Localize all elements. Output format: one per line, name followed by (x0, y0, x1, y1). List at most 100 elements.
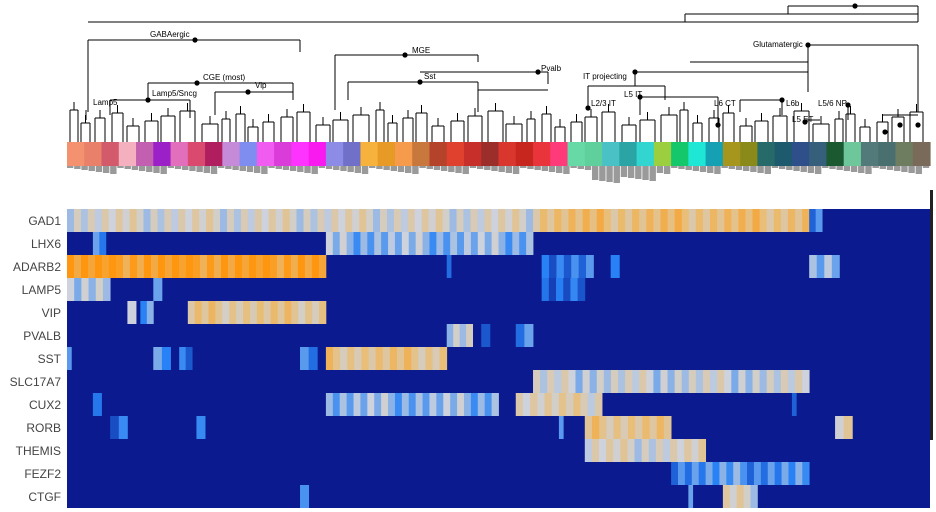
heatmap-cell (150, 209, 158, 232)
cell-count-bar (915, 166, 923, 174)
heatmap-cell (379, 209, 388, 232)
heatmap-cell (558, 416, 564, 439)
heatmap-cell (663, 416, 672, 439)
color-bar-segment (705, 142, 724, 166)
heatmap-cell (346, 393, 354, 416)
heatmap-cell (729, 485, 738, 508)
heatmap-cell (425, 347, 433, 370)
cell-count-bar (311, 166, 318, 174)
color-bar-segment (826, 142, 845, 166)
cell-count-bar (239, 166, 246, 171)
color-bar-segment (481, 142, 500, 166)
heatmap-cell (740, 462, 748, 485)
heatmap-cell (691, 439, 699, 462)
heatmap-cell (540, 209, 548, 232)
heatmap-cell (136, 255, 145, 278)
dendrogram-label: MGE (412, 46, 430, 55)
heatmap-cell (505, 232, 513, 255)
heatmap-cell (484, 232, 492, 255)
heatmap-cell (620, 416, 629, 439)
heatmap-cell (767, 462, 776, 485)
cell-count-bar (685, 166, 692, 170)
gene-label: LHX6 (31, 237, 61, 251)
heatmap-cell (463, 209, 471, 232)
heatmap-cell (449, 209, 457, 232)
heatmap-cell (743, 485, 751, 508)
heatmap-cell (551, 393, 560, 416)
heatmap-cell (515, 393, 524, 416)
cell-count-bar (606, 166, 613, 182)
heatmap-cell (171, 209, 179, 232)
cell-count-bar (850, 166, 858, 172)
heatmap-cell (325, 393, 334, 416)
heatmap-cell (809, 255, 818, 278)
heatmap-cell (587, 393, 596, 416)
heatmap-cell (361, 347, 369, 370)
cell-count-bar (872, 166, 879, 168)
heatmap-cell (632, 209, 640, 232)
cell-count-bar (218, 166, 225, 168)
heatmap-cell (67, 209, 75, 232)
dendrogram-label: Glutamatergic (753, 40, 803, 49)
heatmap-cell (561, 209, 569, 232)
gene-label: CTGF (28, 490, 61, 504)
heatmap-cell (305, 301, 313, 324)
heatmap-cell (192, 209, 200, 232)
heatmap-cell (222, 301, 230, 324)
heatmap-cell (533, 209, 541, 232)
heatmap-cell (325, 232, 334, 255)
heatmap-cell (171, 255, 180, 278)
heatmap-cell (662, 439, 671, 462)
heatmap-cell (161, 347, 171, 370)
heatmap-cell (164, 209, 172, 232)
cell-count-bar (786, 166, 793, 170)
heatmap-cell (736, 485, 744, 508)
heatmap-cell (446, 255, 452, 278)
heatmap-cell (94, 209, 103, 232)
heatmap-cell (269, 255, 278, 278)
heatmap-cell (747, 462, 755, 485)
cell-count-bar (390, 166, 398, 171)
heatmap-cell (290, 255, 299, 278)
heatmap-cell (653, 209, 661, 232)
heatmap-cell (766, 370, 775, 393)
heatmap-cell (297, 255, 306, 278)
heatmap-cell (603, 209, 612, 232)
color-bar-segment (446, 142, 465, 166)
cell-count-bar (253, 166, 261, 173)
color-bar-segment (170, 142, 189, 166)
heatmap-cell (345, 209, 353, 232)
color-bar-segment (394, 142, 413, 166)
cell-count-bar (771, 166, 779, 168)
heatmap-cell (381, 232, 389, 255)
cell-count-bar (340, 166, 347, 171)
heatmap-cell (255, 255, 264, 278)
heatmap-cell (678, 462, 686, 485)
heatmap-cell (432, 347, 441, 370)
heatmap-cell (261, 209, 270, 232)
cell-count-bar (814, 166, 822, 174)
heatmap-cell (717, 209, 725, 232)
heatmap-cell (227, 255, 236, 278)
cell-count-bar (189, 166, 196, 171)
cell-count-bar (203, 166, 211, 173)
dendrogram-label: L5 ET (792, 115, 813, 124)
heatmap-cell (401, 393, 410, 416)
heatmap-cell (262, 255, 271, 278)
heatmap-cell (268, 209, 277, 232)
color-bar-segment (860, 142, 879, 166)
cell-count-bar (347, 166, 354, 172)
heatmap-cell (300, 347, 310, 370)
heatmap-cell (450, 232, 458, 255)
heatmap-cell (774, 462, 782, 485)
heatmap-cell (201, 301, 209, 324)
heatmap-cell (591, 416, 600, 439)
cell-count-bar (829, 166, 836, 169)
dendrogram-node (245, 89, 251, 95)
heatmap-cell (816, 255, 825, 278)
color-bar-segment (118, 142, 137, 166)
cell-count-bar (275, 166, 282, 169)
heatmap-cell (101, 255, 110, 278)
cell-count-bar (635, 166, 642, 179)
heatmap-cell (187, 301, 196, 324)
